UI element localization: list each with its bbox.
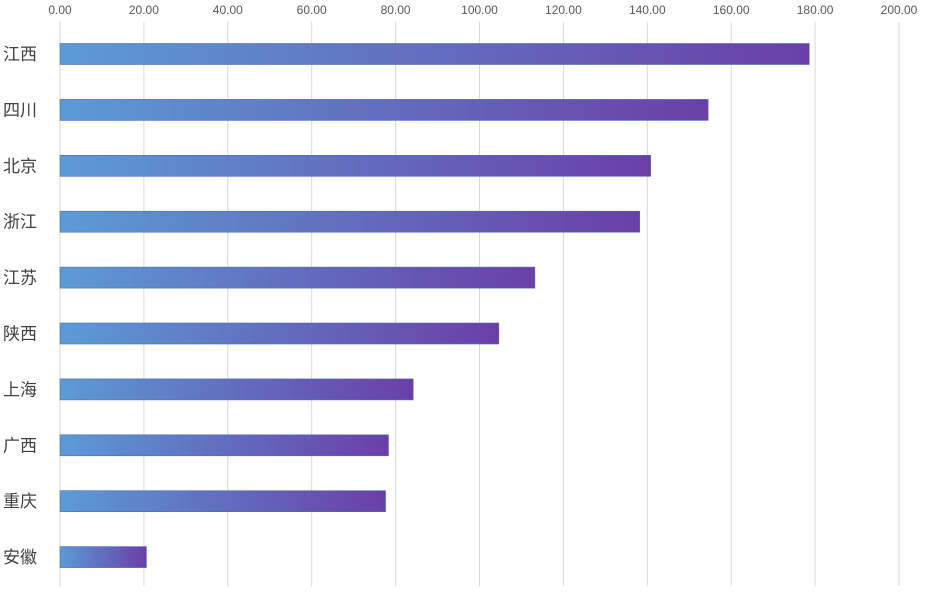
x-tick-label: 20.00 (129, 3, 159, 17)
category-label: 北京 (3, 157, 37, 177)
x-tick-label: 60.00 (297, 3, 327, 17)
bar (59, 155, 651, 177)
category-label: 浙江 (3, 213, 37, 233)
x-tick-label: 140.00 (629, 3, 666, 17)
bar (59, 434, 389, 457)
x-tick-label: 40.00 (213, 3, 243, 17)
x-tick-label: 120.00 (545, 3, 582, 17)
category-label: 上海 (3, 380, 37, 400)
x-tick-label: 160.00 (713, 3, 750, 17)
x-tick-label: 100.00 (461, 3, 498, 17)
bar (59, 490, 386, 513)
bar (59, 378, 414, 401)
x-tick-label: 80.00 (381, 3, 411, 17)
category-label: 四川 (3, 101, 37, 121)
category-label: 重庆 (3, 492, 37, 512)
bar (59, 266, 536, 289)
x-tick-label: 0.00 (48, 3, 72, 17)
bar (59, 546, 147, 568)
bar (59, 210, 641, 233)
bar (59, 43, 810, 65)
category-label: 安徽 (3, 548, 37, 568)
x-tick-label: 200.00 (881, 3, 918, 17)
x-tick-label: 180.00 (797, 3, 834, 17)
category-label: 江苏 (3, 269, 37, 289)
bar (59, 99, 709, 121)
category-label: 江西 (3, 45, 37, 65)
bars (59, 43, 810, 568)
x-axis-ticks: 0.00 20.00 40.00 60.00 80.00 100.00 120.00 140.… (48, 3, 917, 17)
category-label: 广西 (3, 436, 37, 456)
category-label: 陕西 (3, 325, 37, 345)
bar (59, 322, 500, 345)
